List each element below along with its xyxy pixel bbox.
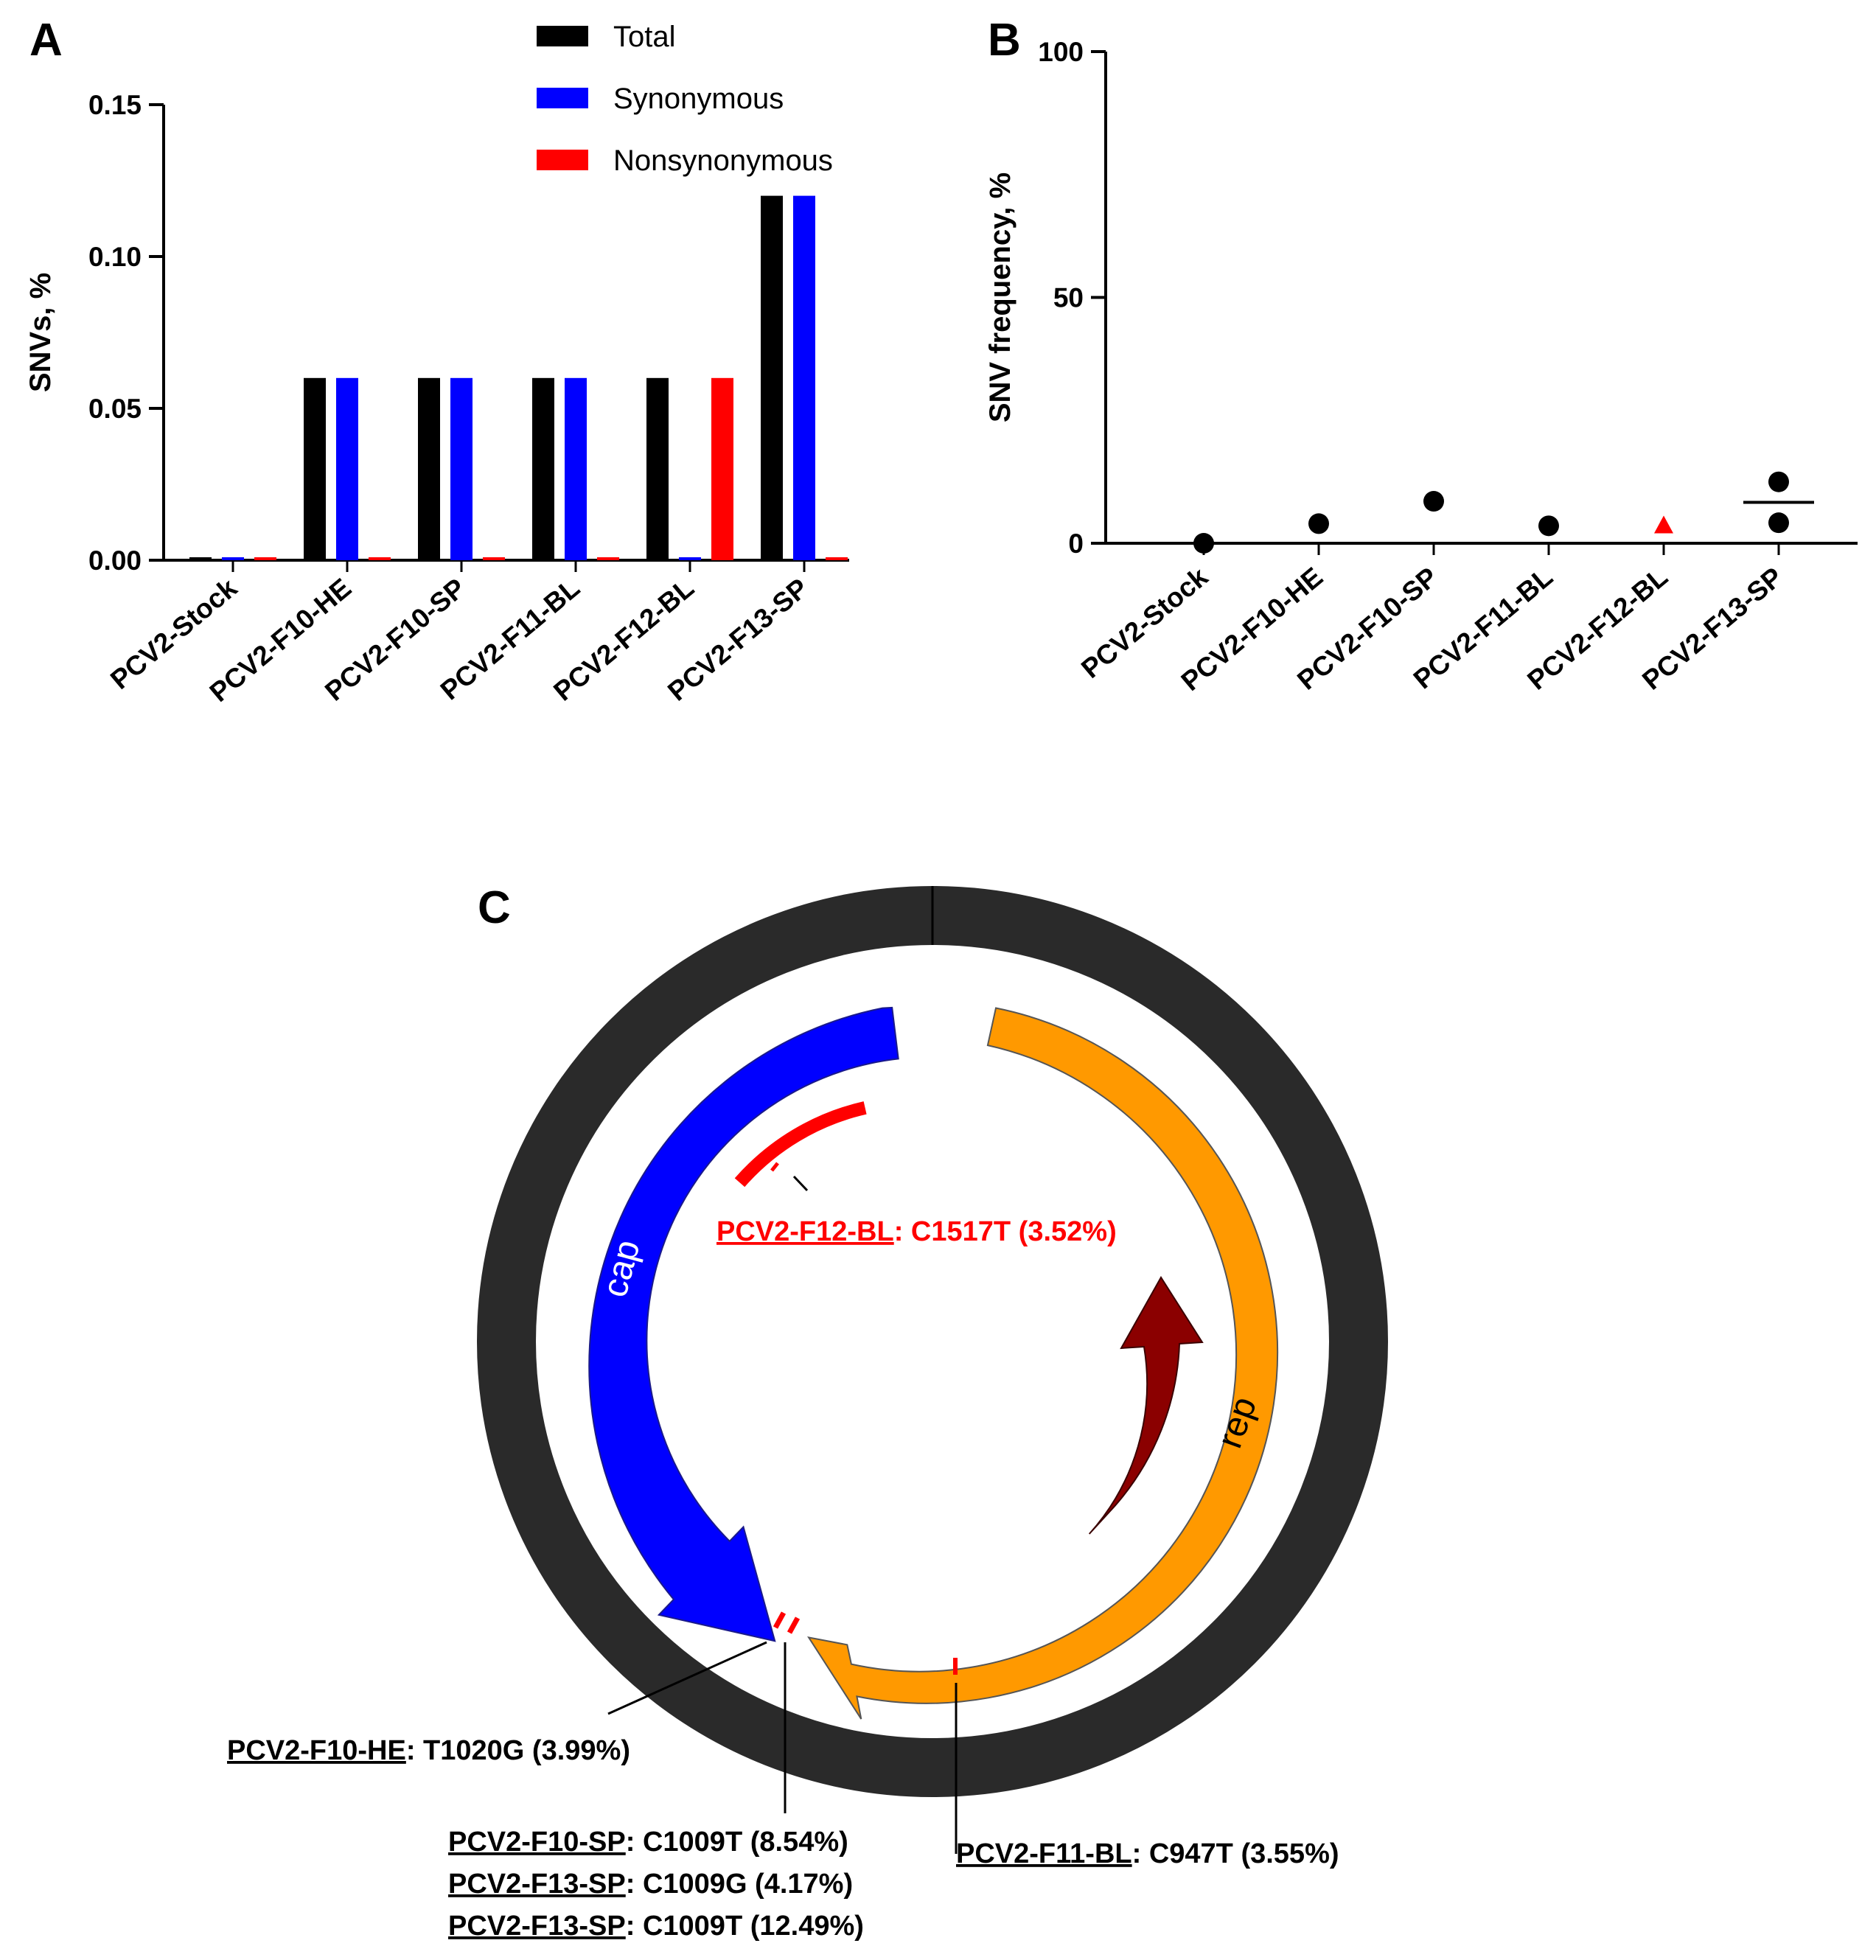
annotation-f10-he-mutation: : T1020G (3.99%) (406, 1735, 630, 1766)
annotation-f12-bl-mutation: : C1517T (3.52%) (894, 1216, 1117, 1247)
rep-gene-arrow (807, 1007, 1279, 1720)
orf3-gene-arrow (1088, 1276, 1204, 1535)
snv-site-t1020 (773, 1611, 787, 1629)
f12-bl-region-arc (734, 1101, 867, 1187)
a-bar-total-pcv2-f10-sp (418, 377, 440, 560)
a-bar-total-pcv2-f12-bl (646, 377, 669, 560)
a-legend-label-total: Total (613, 21, 676, 53)
annotation-f11-bl: PCV2-F11-BL: C947T (3.55%) (956, 1838, 1339, 1869)
a-bar-total-pcv2-f13-sp (761, 195, 783, 560)
a-y-tick-label: 0.15 (88, 90, 142, 120)
a-bar-synonymous-pcv2-f11-bl (565, 377, 587, 560)
a-bar-total-pcv2-f11-bl (532, 377, 554, 560)
b-y-tick-label: 50 (1053, 283, 1084, 313)
panel-c: C cap rep ORF3 PCV2- (227, 882, 1388, 1942)
a-bar-nonsynonymous-pcv2-f12-bl (711, 377, 733, 560)
b-point-pcv2-f13-sp-5 (1768, 471, 1789, 492)
a-bar-synonymous-pcv2-f10-he (336, 377, 358, 560)
a-legend-swatch-total (537, 26, 588, 46)
annotation-f13-sp-c1009g: PCV2-F13-SP: C1009G (4.17%) (448, 1869, 853, 1900)
annotation-f10-he-sample: PCV2-F10-HE (227, 1735, 406, 1766)
b-point-pcv2-f13-sp-6 (1768, 512, 1789, 534)
a-bar-nonsynonymous-pcv2-f10-he (369, 557, 391, 560)
a-y-tick-label: 0.00 (88, 545, 142, 576)
a-y-tick-label: 0.05 (88, 394, 142, 424)
b-point-pcv2-f10-he-1 (1308, 513, 1329, 534)
a-bar-synonymous-pcv2-f12-bl (679, 557, 701, 560)
cap-gene-arrow (588, 1006, 899, 1642)
annotation-f10-sp: PCV2-F10-SP: C1009T (8.54%) (448, 1827, 848, 1858)
a-y-axis-title: SNVs, % (24, 273, 57, 392)
b-point-pcv2-f12-bl-4 (1654, 515, 1673, 534)
a-legend-label-synonymous: Synonymous (613, 83, 784, 115)
annotation-f10-he: PCV2-F10-HE: T1020G (3.99%) (227, 1735, 630, 1766)
annotation-f11-bl-sample: PCV2-F11-BL (956, 1838, 1132, 1869)
annotation-f10-sp-mutation: : C1009T (8.54%) (626, 1827, 848, 1858)
a-legend-swatch-nonsynonymous (537, 150, 588, 170)
annotation-f13-sp-c1009t: PCV2-F13-SP: C1009T (12.49%) (448, 1911, 864, 1942)
annotation-f13-sp-c1009t-sample: PCV2-F13-SP (448, 1911, 626, 1942)
a-bar-nonsynonymous-pcv2-f13-sp (826, 557, 848, 560)
a-bar-nonsynonymous-pcv2-f11-bl (597, 557, 619, 560)
a-y-tick-label: 0.10 (88, 242, 142, 272)
b-point-pcv2-stock-0 (1193, 533, 1214, 554)
panel-a-label: A (29, 15, 63, 66)
panel-b-label: B (988, 15, 1021, 66)
a-legend-swatch-synonymous (537, 88, 588, 108)
b-point-pcv2-f10-sp-2 (1423, 491, 1444, 512)
annotation-f13-sp-c1009g-mutation: : C1009G (4.17%) (626, 1869, 853, 1900)
annotation-f12-bl-sample: PCV2-F12-BL (716, 1216, 894, 1247)
panel-c-label: C (478, 882, 511, 933)
snv-site-markers (770, 1162, 958, 1675)
annotation-leader-lines (607, 1175, 958, 1854)
a-bar-synonymous-pcv2-f10-sp (450, 377, 473, 560)
annotation-f12-bl: PCV2-F12-BL: C1517T (3.52%) (716, 1216, 1117, 1247)
leader-f12-bl (792, 1175, 809, 1192)
a-bar-nonsynonymous-pcv2-stock (254, 557, 276, 560)
panel-a-legend: Total Synonymous Nonsynonymous (537, 21, 833, 177)
annotation-f13-sp-c1009g-sample: PCV2-F13-SP (448, 1869, 626, 1900)
b-y-tick-label: 100 (1038, 37, 1084, 67)
annotation-f13-sp-c1009t-mutation: : C1009T (12.49%) (626, 1911, 864, 1942)
snv-site-c1009 (787, 1617, 801, 1634)
a-bar-synonymous-pcv2-stock (222, 557, 244, 560)
a-legend-label-nonsynonymous: Nonsynonymous (613, 144, 833, 177)
a-bar-total-pcv2-stock (189, 557, 212, 560)
a-bar-nonsynonymous-pcv2-f10-sp (483, 557, 505, 560)
annotation-f10-sp-sample: PCV2-F10-SP (448, 1827, 626, 1858)
panel-b-points (1193, 471, 1814, 554)
panel-a-bars (189, 195, 848, 560)
b-y-axis-title: SNV frequency, % (984, 172, 1017, 422)
b-y-tick-label: 0 (1068, 529, 1084, 559)
a-bar-synonymous-pcv2-f13-sp (793, 195, 815, 560)
a-bar-total-pcv2-f10-he (304, 377, 326, 560)
b-point-pcv2-f11-bl-3 (1538, 515, 1559, 537)
annotation-f11-bl-mutation: : C947T (3.55%) (1132, 1838, 1339, 1869)
snv-annotations: PCV2-F12-BL: C1517T (3.52%) PCV2-F10-HE:… (227, 1216, 1339, 1942)
snv-site-c1517 (770, 1162, 779, 1172)
leader-f10-he (607, 1641, 767, 1715)
